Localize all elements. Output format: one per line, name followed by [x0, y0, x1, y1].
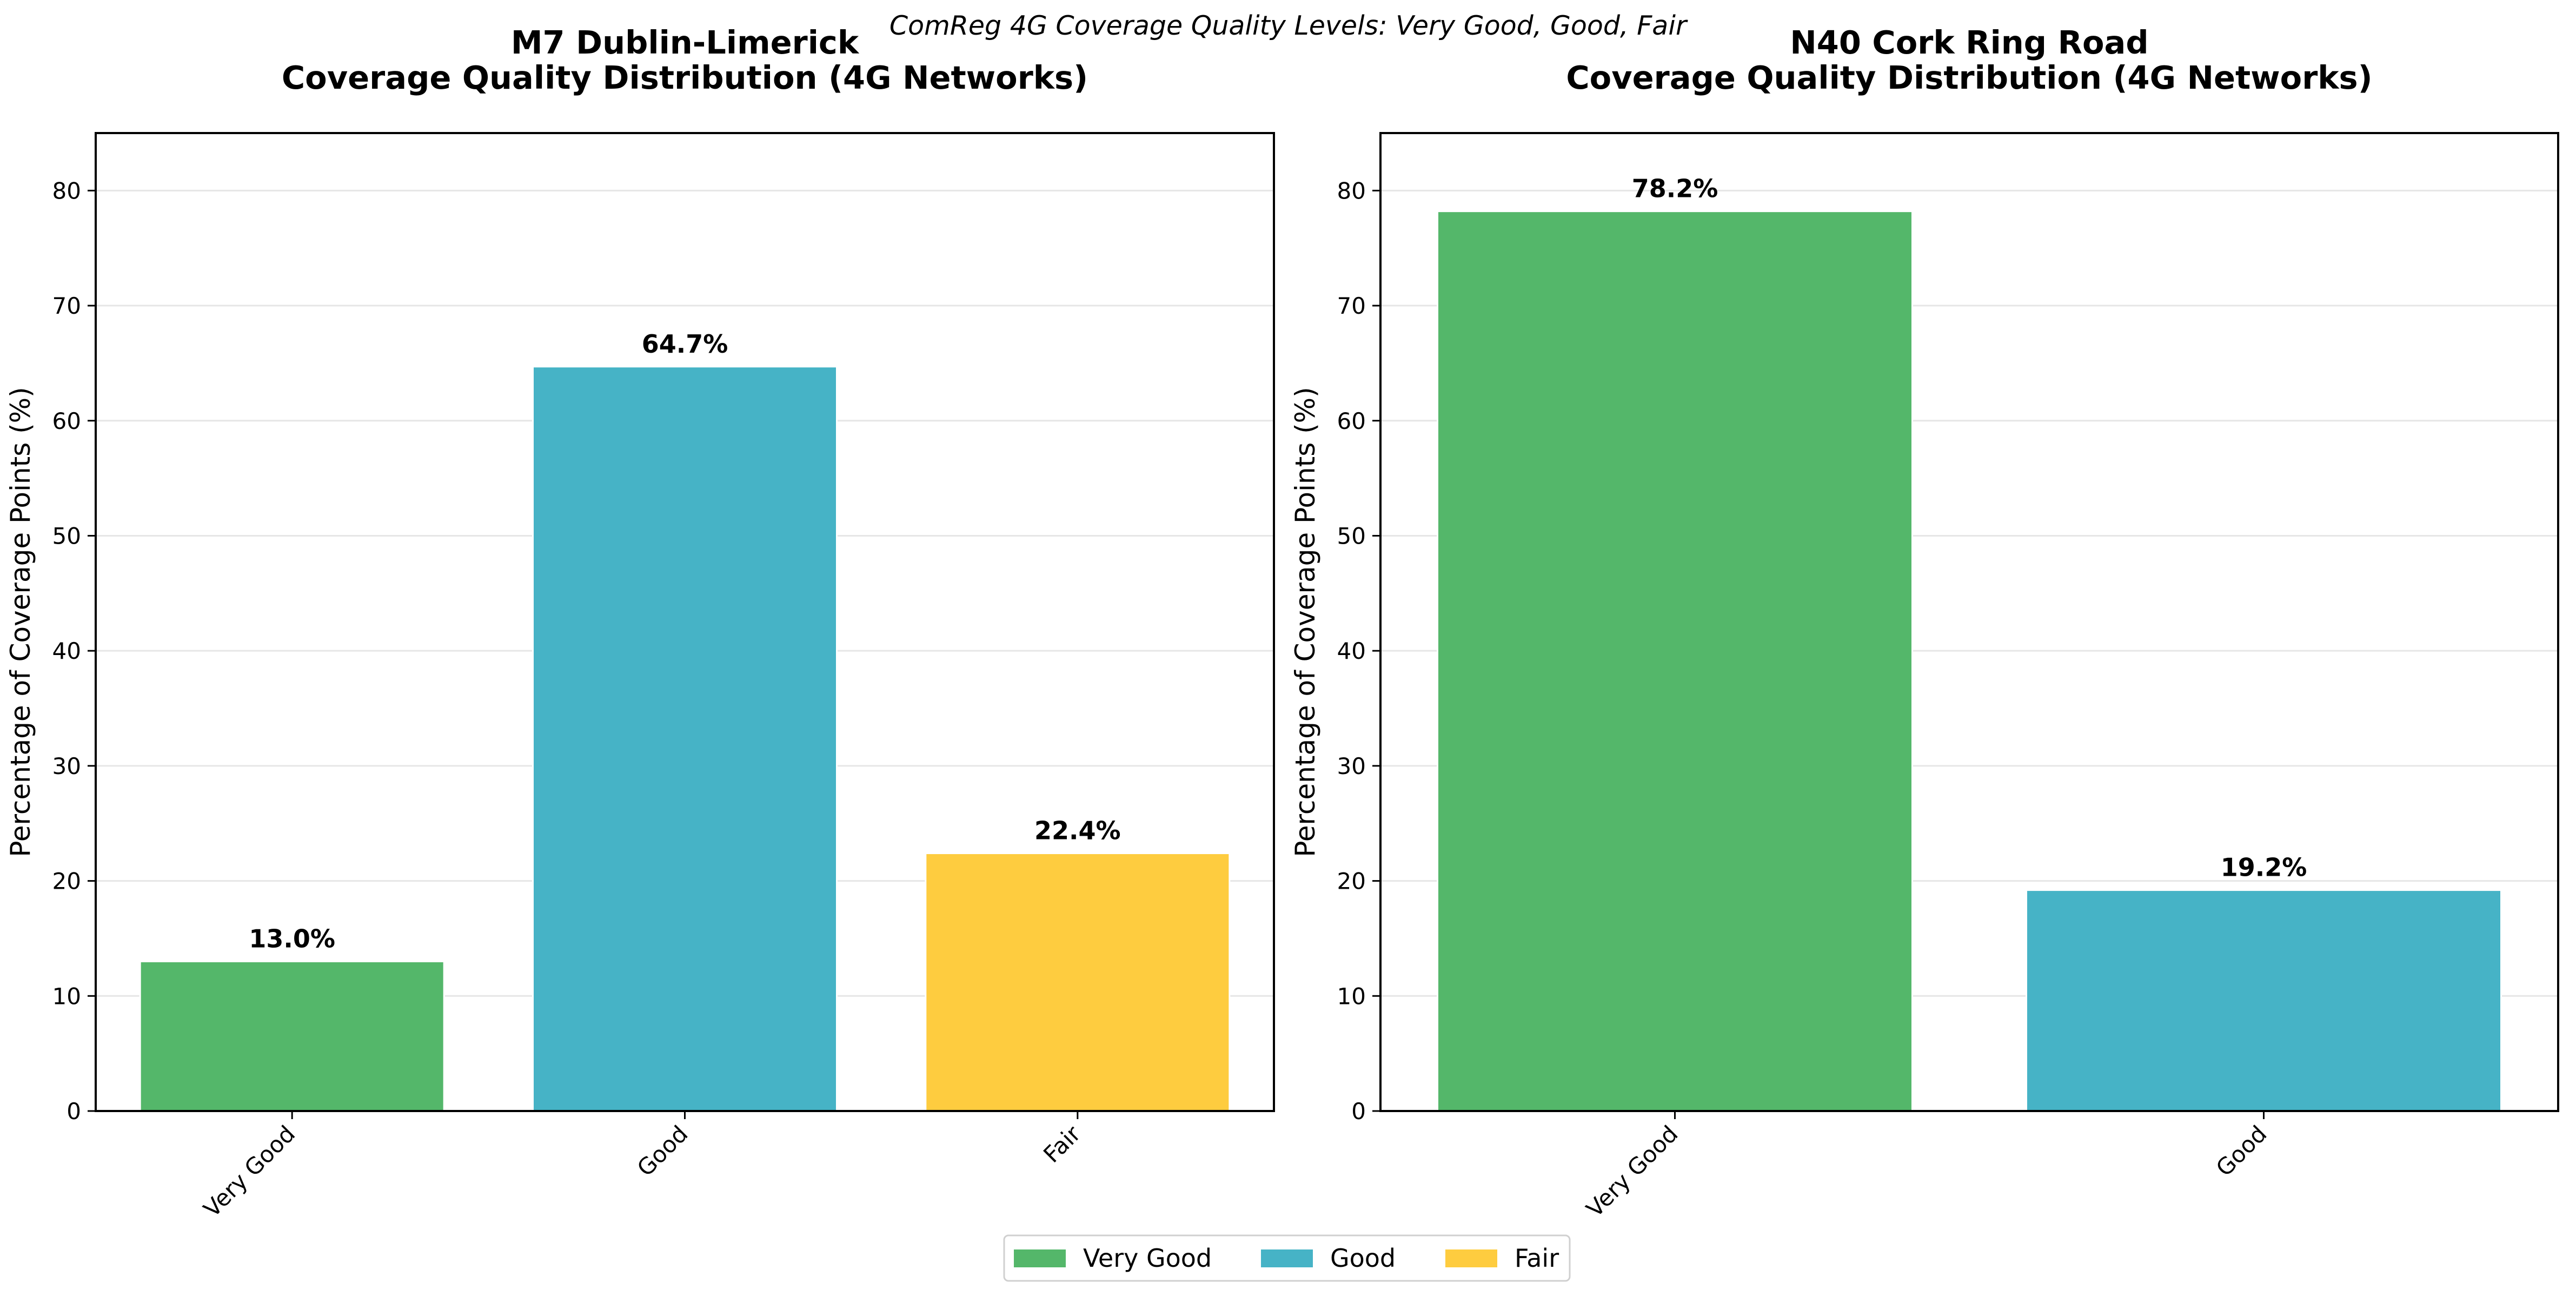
chart-subtitle: Coverage Quality Distribution (4G Networ… — [282, 59, 1088, 96]
y-tick-label: 40 — [52, 638, 81, 664]
good — [2026, 889, 2502, 1112]
y-tick-label: 0 — [67, 1098, 81, 1125]
y-tick-label: 60 — [1337, 408, 1366, 434]
bar-value-label: 78.2% — [1632, 174, 1718, 203]
good — [532, 366, 838, 1112]
y-tick-label: 50 — [1337, 523, 1366, 549]
fair — [925, 852, 1231, 1112]
very-good — [1437, 210, 1913, 1112]
y-tick-label: 10 — [1337, 983, 1366, 1009]
y-tick-label: 70 — [52, 293, 81, 319]
bar-value-label: 64.7% — [642, 329, 728, 359]
plot-frame — [1379, 132, 2559, 1112]
legend-swatch-very-good — [1014, 1249, 1066, 1267]
y-tick-label: 30 — [1337, 753, 1366, 779]
chart-title: M7 Dublin-Limerick — [511, 24, 860, 61]
y-tick-label: 20 — [1337, 868, 1366, 895]
bar-value-label: 13.0% — [249, 924, 335, 953]
y-tick-label: 0 — [1351, 1098, 1366, 1125]
chart-subtitle: Coverage Quality Distribution (4G Networ… — [1566, 59, 2372, 96]
y-tick-label: 50 — [52, 523, 81, 549]
y-tick-label: 80 — [1337, 177, 1366, 204]
plot-frame — [95, 132, 1275, 1112]
y-tick-label: 30 — [52, 753, 81, 779]
y-axis-label: Percentage of Coverage Points (%) — [1290, 387, 1321, 857]
y-tick-label: 70 — [1337, 293, 1366, 319]
legend-label-good: Good — [1330, 1244, 1396, 1273]
legend-swatch-good — [1261, 1249, 1313, 1267]
legend-swatch-fair — [1445, 1249, 1497, 1267]
very-good — [139, 960, 445, 1112]
y-tick-label: 20 — [52, 868, 81, 895]
legend-label-fair: Fair — [1515, 1244, 1559, 1273]
y-tick-label: 10 — [52, 983, 81, 1009]
bar-value-label: 22.4% — [1034, 816, 1121, 845]
y-tick-label: 40 — [1337, 638, 1366, 664]
bar-value-label: 19.2% — [2221, 853, 2307, 882]
y-axis-label: Percentage of Coverage Points (%) — [5, 387, 36, 857]
figure-suptitle: ComReg 4G Coverage Quality Levels: Very … — [889, 10, 1688, 41]
legend: Very Good Good Fair — [1003, 1234, 1571, 1282]
legend-label-very-good: Very Good — [1083, 1244, 1212, 1273]
y-tick-label: 60 — [52, 408, 81, 434]
y-tick-label: 80 — [52, 177, 81, 204]
chart-title: N40 Cork Ring Road — [1790, 24, 2148, 61]
